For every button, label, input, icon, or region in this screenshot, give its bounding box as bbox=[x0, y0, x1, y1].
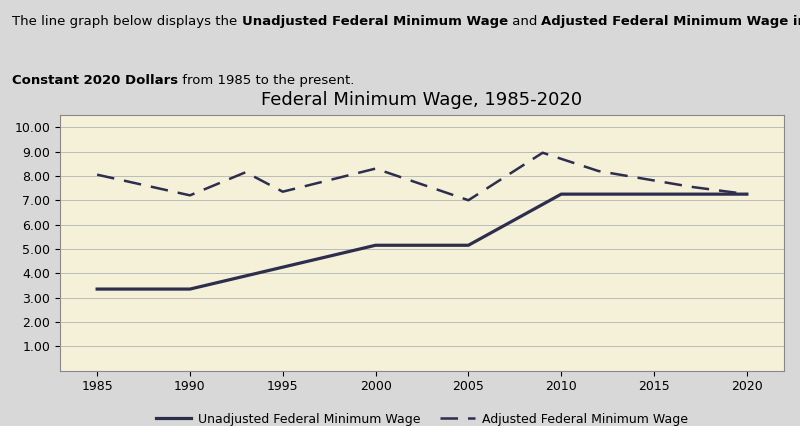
Text: Constant 2020 Dollars: Constant 2020 Dollars bbox=[12, 74, 178, 86]
Text: from 1985 to the present.: from 1985 to the present. bbox=[178, 74, 354, 86]
Text: Unadjusted Federal Minimum Wage: Unadjusted Federal Minimum Wage bbox=[242, 15, 508, 29]
Text: and: and bbox=[508, 15, 542, 29]
Text: Adjusted Federal Minimum Wage in: Adjusted Federal Minimum Wage in bbox=[542, 15, 800, 29]
Title: Federal Minimum Wage, 1985-2020: Federal Minimum Wage, 1985-2020 bbox=[262, 91, 582, 109]
Text: The line graph below displays the: The line graph below displays the bbox=[12, 15, 242, 29]
Legend: Unadjusted Federal Minimum Wage, Adjusted Federal Minimum Wage: Unadjusted Federal Minimum Wage, Adjuste… bbox=[151, 408, 693, 426]
